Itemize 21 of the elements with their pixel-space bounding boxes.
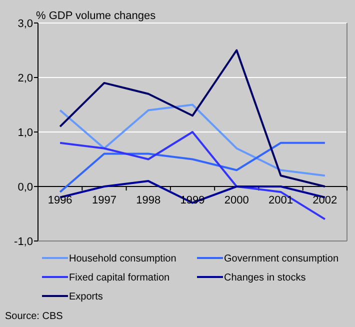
legend-label: Government consumption (224, 254, 339, 264)
line-series (59, 104, 326, 177)
source-note: Source: CBS (5, 311, 64, 322)
y-tick-label: 3,0 (18, 18, 33, 30)
line-series (59, 142, 326, 193)
legend-label: Household consumption (69, 254, 176, 264)
y-tick-label: 1,0 (18, 126, 33, 139)
legend-label: Changes in stocks (224, 272, 306, 284)
x-tick-label: 2002 (312, 194, 338, 206)
x-tick-label: 1996 (48, 194, 72, 206)
y-tick-label: 0,0 (18, 181, 33, 194)
y-tick-label: 2,0 (18, 72, 33, 84)
chart-title: % GDP volume changes (36, 10, 156, 22)
x-tick-label: 2001 (268, 194, 294, 206)
legend-label: Exports (69, 292, 103, 302)
y-tick-label: -1,0 (14, 236, 33, 248)
legend-label: Fixed capital formation (69, 272, 170, 284)
x-tick-label: 1998 (136, 194, 161, 206)
line-series (59, 49, 326, 188)
x-tick-label: 1997 (92, 194, 116, 206)
x-tick-label: 2000 (224, 194, 249, 206)
